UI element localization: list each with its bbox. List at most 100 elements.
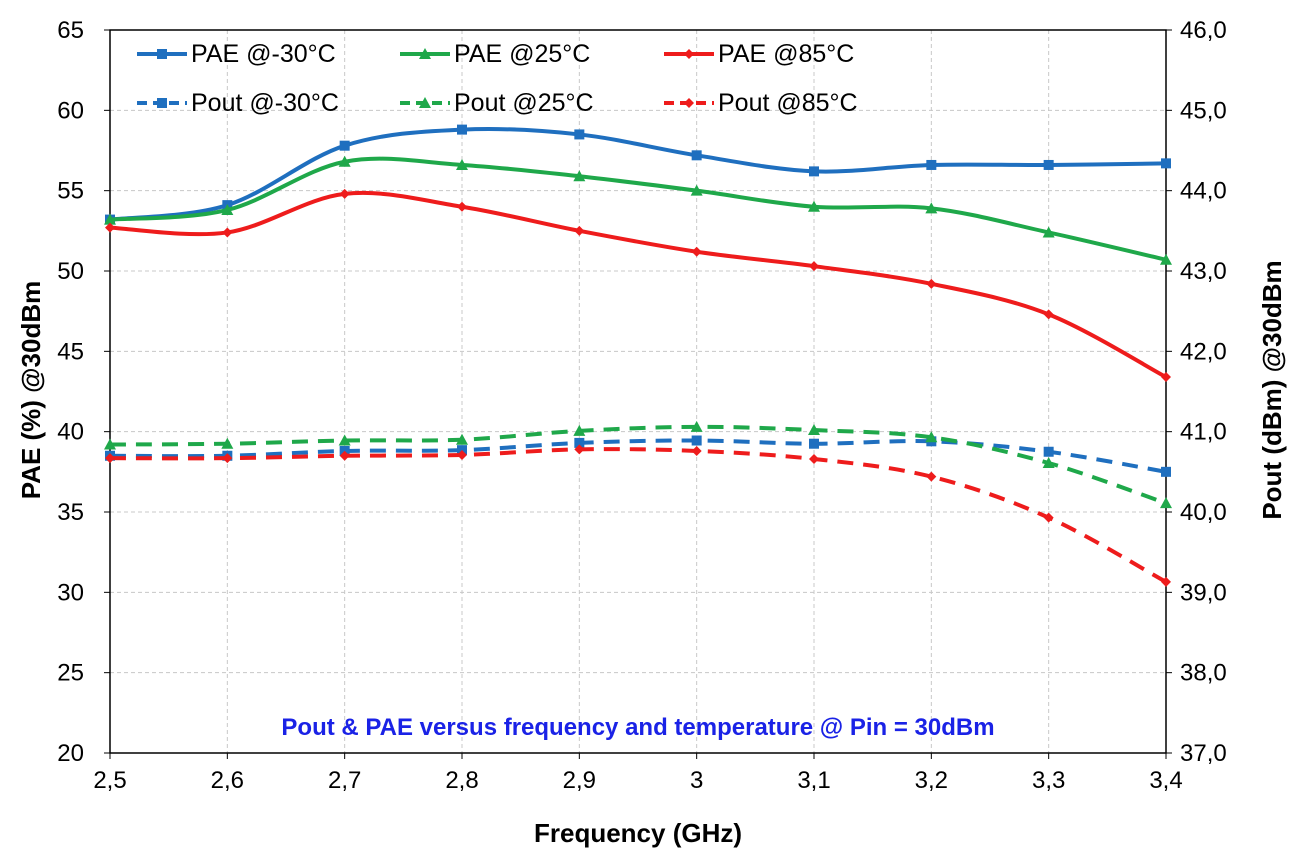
data-point xyxy=(573,170,586,182)
x-axis-title: Frequency (GHz) xyxy=(534,818,742,848)
data-point xyxy=(1042,226,1055,238)
legend-item: Pout @-30°C xyxy=(137,89,339,117)
data-point xyxy=(1161,158,1171,169)
legend-label: Pout @-30°C xyxy=(191,89,339,117)
series-line xyxy=(109,447,1167,584)
data-point xyxy=(809,166,819,177)
legend-swatch-marker xyxy=(157,49,167,59)
data-point xyxy=(926,471,937,482)
y-tick-label: 50 xyxy=(57,258,84,285)
legend-item: PAE @25°C xyxy=(400,40,590,68)
y2-tick-label: 43,0 xyxy=(1180,258,1227,285)
y-axis-ticks: 20 25 30 35 40 45 50 55 60 65 xyxy=(57,17,110,767)
data-point xyxy=(1160,253,1172,265)
data-point xyxy=(808,200,820,212)
data-point xyxy=(1043,309,1054,320)
legend-swatch-marker xyxy=(684,98,694,108)
y-tick-label: 55 xyxy=(57,178,84,205)
data-point xyxy=(691,445,702,456)
data-point xyxy=(104,213,116,225)
y2-tick-label: 39,0 xyxy=(1180,579,1227,606)
legend-label: PAE @25°C xyxy=(454,40,590,68)
y2-axis-ticks: 37,0 38,0 39,0 40,0 41,0 42,0 43,0 44,0 45,0 46,0 xyxy=(1166,17,1227,767)
data-point xyxy=(339,140,350,151)
series-line xyxy=(109,156,1167,262)
data-point xyxy=(1043,446,1054,457)
data-point xyxy=(457,449,467,460)
legend-label: Pout @85°C xyxy=(718,89,858,117)
data-point xyxy=(1161,466,1171,477)
data-point xyxy=(338,155,351,167)
data-point xyxy=(691,150,702,161)
data-point xyxy=(809,438,819,449)
legend-item: PAE @-30°C xyxy=(137,40,336,68)
x-tick-label: 2,9 xyxy=(563,767,596,794)
series-0 xyxy=(105,124,1171,225)
chart-annotation: Pout & PAE versus frequency and temperat… xyxy=(281,714,994,741)
data-point xyxy=(456,433,468,445)
y2-tick-label: 37,0 xyxy=(1180,740,1227,767)
data-point xyxy=(809,453,819,464)
data-point xyxy=(809,261,819,272)
data-point xyxy=(457,201,467,212)
series-line xyxy=(109,126,1167,222)
y-axis-title: PAE (%) @30dBm xyxy=(16,281,46,499)
series-line xyxy=(109,190,1167,379)
data-point xyxy=(105,222,115,233)
x-tick-label: 2,8 xyxy=(445,767,478,794)
data-point xyxy=(1160,497,1172,509)
data-point xyxy=(1161,576,1171,587)
series-line xyxy=(109,438,1167,474)
legend-label: Pout @25°C xyxy=(454,89,594,117)
y2-tick-label: 45,0 xyxy=(1180,97,1227,124)
data-point xyxy=(221,437,234,449)
y-tick-label: 25 xyxy=(57,660,84,687)
data-point xyxy=(926,278,937,289)
data-point xyxy=(925,202,938,214)
legend-item: PAE @85°C xyxy=(664,40,854,68)
y2-tick-label: 40,0 xyxy=(1180,499,1227,526)
data-point xyxy=(222,227,233,238)
data-point xyxy=(574,129,585,140)
data-point xyxy=(338,434,351,446)
data-point xyxy=(574,225,585,236)
legend-swatch-marker xyxy=(684,49,694,59)
series-group xyxy=(104,124,1172,587)
data-point xyxy=(104,438,116,450)
legend-item: Pout @85°C xyxy=(664,89,858,117)
y2-tick-label: 46,0 xyxy=(1180,17,1227,44)
legend-label: PAE @85°C xyxy=(718,40,854,68)
data-point xyxy=(221,203,234,215)
data-point xyxy=(1043,159,1054,170)
data-point xyxy=(1042,456,1055,468)
x-axis-ticks: 2,5 2,6 2,7 2,8 2,9 3 3,1 3,2 3,3 3,4 xyxy=(93,753,1183,794)
series-line xyxy=(109,424,1167,506)
legend-swatch-marker xyxy=(157,98,167,108)
data-point xyxy=(222,453,233,464)
legend-label: PAE @-30°C xyxy=(191,40,336,68)
data-point xyxy=(1043,512,1054,523)
y-tick-label: 20 xyxy=(57,740,84,767)
data-point xyxy=(574,437,585,448)
y2-axis-title: Pout (dBm) @30dBm xyxy=(1257,260,1287,519)
y2-tick-label: 38,0 xyxy=(1180,660,1227,687)
y-tick-label: 45 xyxy=(57,338,84,365)
x-tick-label: 2,6 xyxy=(211,767,244,794)
y2-tick-label: 41,0 xyxy=(1180,419,1227,446)
data-point xyxy=(1161,372,1171,383)
data-point xyxy=(457,124,467,135)
legend-item: Pout @25°C xyxy=(400,89,594,117)
series-1 xyxy=(104,155,1172,265)
y-tick-label: 60 xyxy=(57,97,84,124)
series-5 xyxy=(105,444,1171,587)
y-tick-label: 35 xyxy=(57,499,84,526)
y-tick-label: 40 xyxy=(57,419,84,446)
legend: PAE @-30°C PAE @25°C PAE @85°C Pout @-30°C P… xyxy=(137,40,858,117)
x-tick-label: 3,2 xyxy=(915,767,948,794)
legend-swatch-marker xyxy=(419,97,431,108)
data-point xyxy=(339,450,350,461)
y2-tick-label: 44,0 xyxy=(1180,178,1227,205)
plot-area-frame xyxy=(109,29,1167,754)
series-4 xyxy=(104,420,1172,509)
